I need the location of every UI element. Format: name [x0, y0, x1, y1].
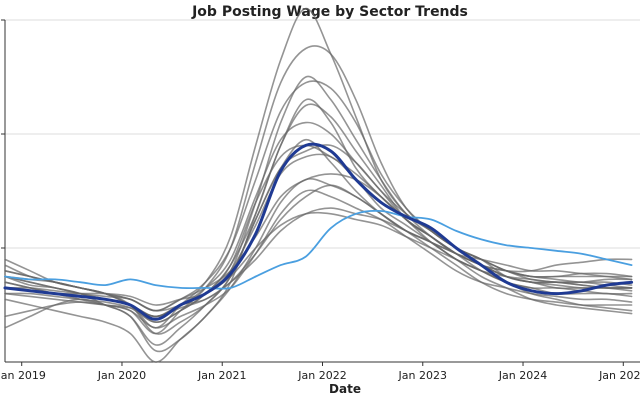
x-tick-label-4: Jan 2023 [398, 369, 447, 382]
sector-series-line-6 [4, 121, 633, 318]
sector-series-line-14 [4, 75, 633, 312]
x-tick-label-6: Jan 2025 [598, 369, 640, 382]
x-tick-label-5: Jan 2024 [498, 369, 547, 382]
chart-title: Job Posting Wage by Sector Trends [191, 4, 468, 20]
x-tick-label-2: Jan 2021 [197, 369, 246, 382]
reference-series-line [4, 209, 633, 290]
series-lines [3, 7, 634, 363]
sector-series-line-9 [4, 98, 633, 363]
x-tick-label-1: Jan 2020 [97, 369, 146, 382]
sector-series-line-18 [4, 144, 633, 335]
sector-series-line-12 [4, 184, 633, 318]
aggregate-series-line [3, 142, 634, 321]
axes [4, 20, 640, 363]
x-axis-ticks: Jan 2019 Jan 2020 Jan 2021 Jan 2022 Jan 2023… [0, 362, 640, 382]
gridlines [1, 19, 640, 249]
sector-series-line-16 [4, 189, 633, 329]
x-axis-label: Date [329, 382, 361, 396]
x-tick-label-0: Jan 2019 [0, 369, 46, 382]
x-tick-label-3: Jan 2022 [297, 369, 346, 382]
sector-series-line-10 [4, 178, 633, 353]
